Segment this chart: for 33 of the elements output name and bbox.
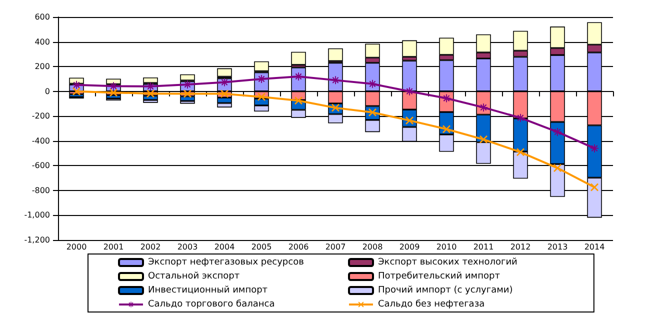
x-tick-label: 2005 bbox=[251, 242, 272, 252]
legend-label: Сальдо без нефтегаза bbox=[378, 300, 485, 310]
x-tick-label: 2013 bbox=[547, 242, 568, 252]
x-tick-label: 2006 bbox=[288, 242, 309, 252]
legend-label: Прочий импорт (с услугами) bbox=[378, 286, 513, 296]
x-tick-label: 2002 bbox=[140, 242, 161, 252]
legend-label: Потребительский импорт bbox=[378, 272, 500, 282]
y-tick-label: -1,200 bbox=[24, 236, 50, 244]
x-tick-label: 2000 bbox=[66, 242, 87, 252]
y-tick-label: 200 bbox=[34, 62, 50, 72]
legend-label: Остальной экспорт bbox=[148, 272, 240, 282]
x-tick-label: 2014 bbox=[584, 242, 605, 252]
x-tick-label: 2008 bbox=[362, 242, 383, 252]
y-tick-label: 600 bbox=[34, 12, 50, 22]
y-tick-label: -1,000 bbox=[24, 210, 50, 220]
y-tick-label: 400 bbox=[34, 37, 50, 46]
x-tick-label: 2007 bbox=[325, 242, 346, 252]
x-tick-label: 2010 bbox=[436, 242, 457, 252]
x-tick-label: 2012 bbox=[510, 242, 531, 252]
y-tick-label: -600 bbox=[32, 161, 50, 170]
y-tick-label: -400 bbox=[32, 136, 50, 146]
x-tick-label: 2011 bbox=[473, 242, 494, 252]
y-tick-label: 0 bbox=[44, 86, 50, 96]
legend-label: Сальдо торгового баланса bbox=[148, 300, 275, 310]
y-tick-label: -200 bbox=[32, 112, 50, 121]
x-tick-label: 2004 bbox=[214, 242, 235, 252]
x-tick-label: 2001 bbox=[103, 242, 124, 252]
x-tick-label: 2003 bbox=[177, 242, 198, 252]
legend-label: Экспорт высоких технологий bbox=[378, 258, 518, 268]
legend-label: Экспорт нефтегазовых ресурсов bbox=[148, 258, 304, 268]
y-tick-label: -800 bbox=[32, 186, 50, 195]
x-tick-label: 2009 bbox=[399, 242, 420, 252]
legend-label: Инвестиционный импорт bbox=[148, 286, 268, 296]
